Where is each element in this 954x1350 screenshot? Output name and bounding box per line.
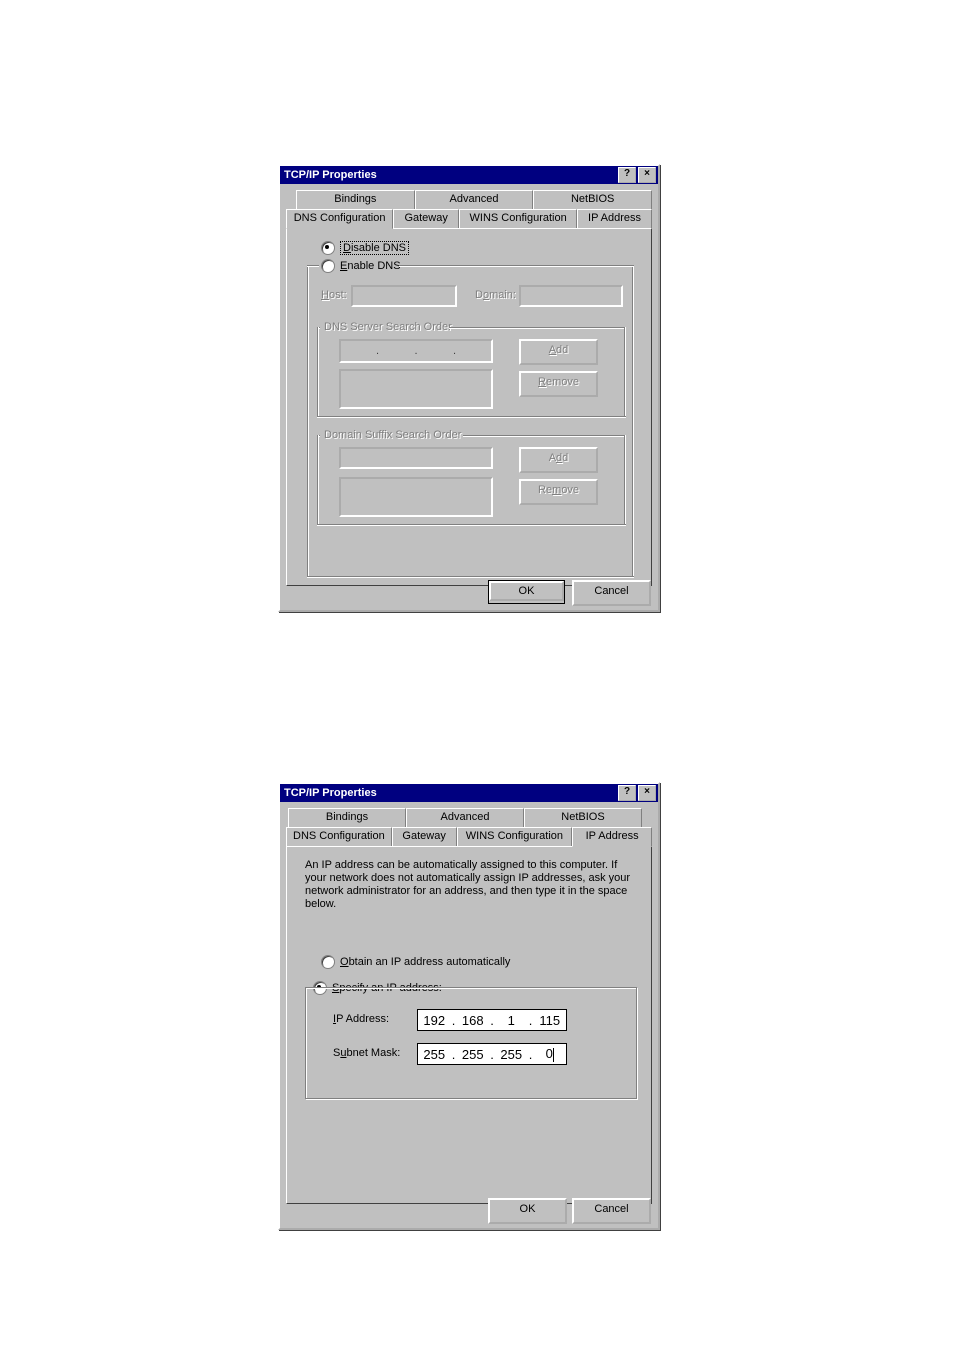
radio-enable-dns[interactable]: Enable DNS [321, 259, 401, 273]
window-title: TCP/IP Properties [284, 169, 616, 181]
tab-panel-ip: An IP address can be automatically assig… [286, 846, 652, 1204]
dns-remove-button: Remove [519, 371, 598, 397]
tcpip-properties-dialog-dns: TCP/IP Properties ? × Bindings Advanced … [278, 164, 660, 612]
ok-button[interactable]: OK [488, 580, 565, 604]
suffix-remove-button: Remove [519, 479, 598, 505]
cancel-button[interactable]: Cancel [572, 580, 651, 606]
tcpip-properties-dialog-ip: TCP/IP Properties ? × Bindings Advanced … [278, 782, 660, 1230]
ok-button[interactable]: OK [488, 1198, 567, 1224]
tab-advanced[interactable]: Advanced [415, 190, 534, 209]
tab-wins-configuration[interactable]: WINS Configuration [459, 209, 577, 228]
window-title: TCP/IP Properties [284, 787, 616, 799]
titlebar[interactable]: TCP/IP Properties ? × [280, 166, 658, 184]
tab-panel-dns: Disable DNS Enable DNS Host: Domain: [286, 228, 652, 586]
radio-dot-icon [321, 955, 335, 969]
dns-ip-input: . . . [339, 339, 493, 363]
tabs: Bindings Advanced NetBIOS DNS Configurat… [286, 808, 652, 1204]
tab-ip-address[interactable]: IP Address [577, 209, 652, 228]
suffix-add-button: Add [519, 447, 598, 473]
ip-info-text: An IP address can be automatically assig… [305, 859, 633, 911]
subnet-mask-label: Subnet Mask: [333, 1047, 400, 1059]
radio-obtain-auto[interactable]: Obtain an IP address automatically [321, 955, 510, 969]
tab-gateway[interactable]: Gateway [392, 827, 457, 846]
tab-ip-address[interactable]: IP Address [572, 827, 652, 847]
host-input [351, 285, 457, 307]
host-label: Host: [321, 289, 347, 301]
tab-netbios[interactable]: NetBIOS [533, 190, 652, 209]
tab-bindings[interactable]: Bindings [288, 808, 406, 827]
domain-label: Domain: [475, 289, 516, 301]
tab-dns-configuration[interactable]: DNS Configuration [286, 827, 392, 846]
tab-dns-configuration[interactable]: DNS Configuration [286, 209, 393, 229]
tab-advanced[interactable]: Advanced [406, 808, 524, 827]
radio-dot-icon [321, 259, 335, 273]
domain-input [519, 285, 623, 307]
tabs: Bindings Advanced NetBIOS DNS Configurat… [286, 190, 652, 586]
dns-add-button: Add [519, 339, 598, 365]
suffix-list [339, 477, 493, 517]
close-icon[interactable]: × [638, 785, 656, 801]
dns-order-label: DNS Server Search Order [321, 321, 455, 333]
close-icon[interactable]: × [638, 167, 656, 183]
suffix-input [339, 447, 493, 469]
tab-wins-configuration[interactable]: WINS Configuration [457, 827, 573, 846]
tab-bindings[interactable]: Bindings [296, 190, 415, 209]
subnet-mask-input[interactable]: 255. 255. 255. 0 [417, 1043, 567, 1065]
help-icon[interactable]: ? [618, 167, 636, 183]
cancel-button[interactable]: Cancel [572, 1198, 651, 1224]
ip-address-input[interactable]: 192. 168. 1. 115 [417, 1009, 567, 1031]
radio-dot-icon [321, 241, 335, 255]
tab-gateway[interactable]: Gateway [393, 209, 459, 228]
titlebar[interactable]: TCP/IP Properties ? × [280, 784, 658, 802]
dns-server-list [339, 369, 493, 409]
suffix-order-label: Domain Suffix Search Order [321, 429, 464, 441]
ip-address-label: IP Address: [333, 1013, 389, 1025]
radio-disable-dns[interactable]: Disable DNS [321, 241, 409, 255]
help-icon[interactable]: ? [618, 785, 636, 801]
tab-netbios[interactable]: NetBIOS [524, 808, 642, 827]
